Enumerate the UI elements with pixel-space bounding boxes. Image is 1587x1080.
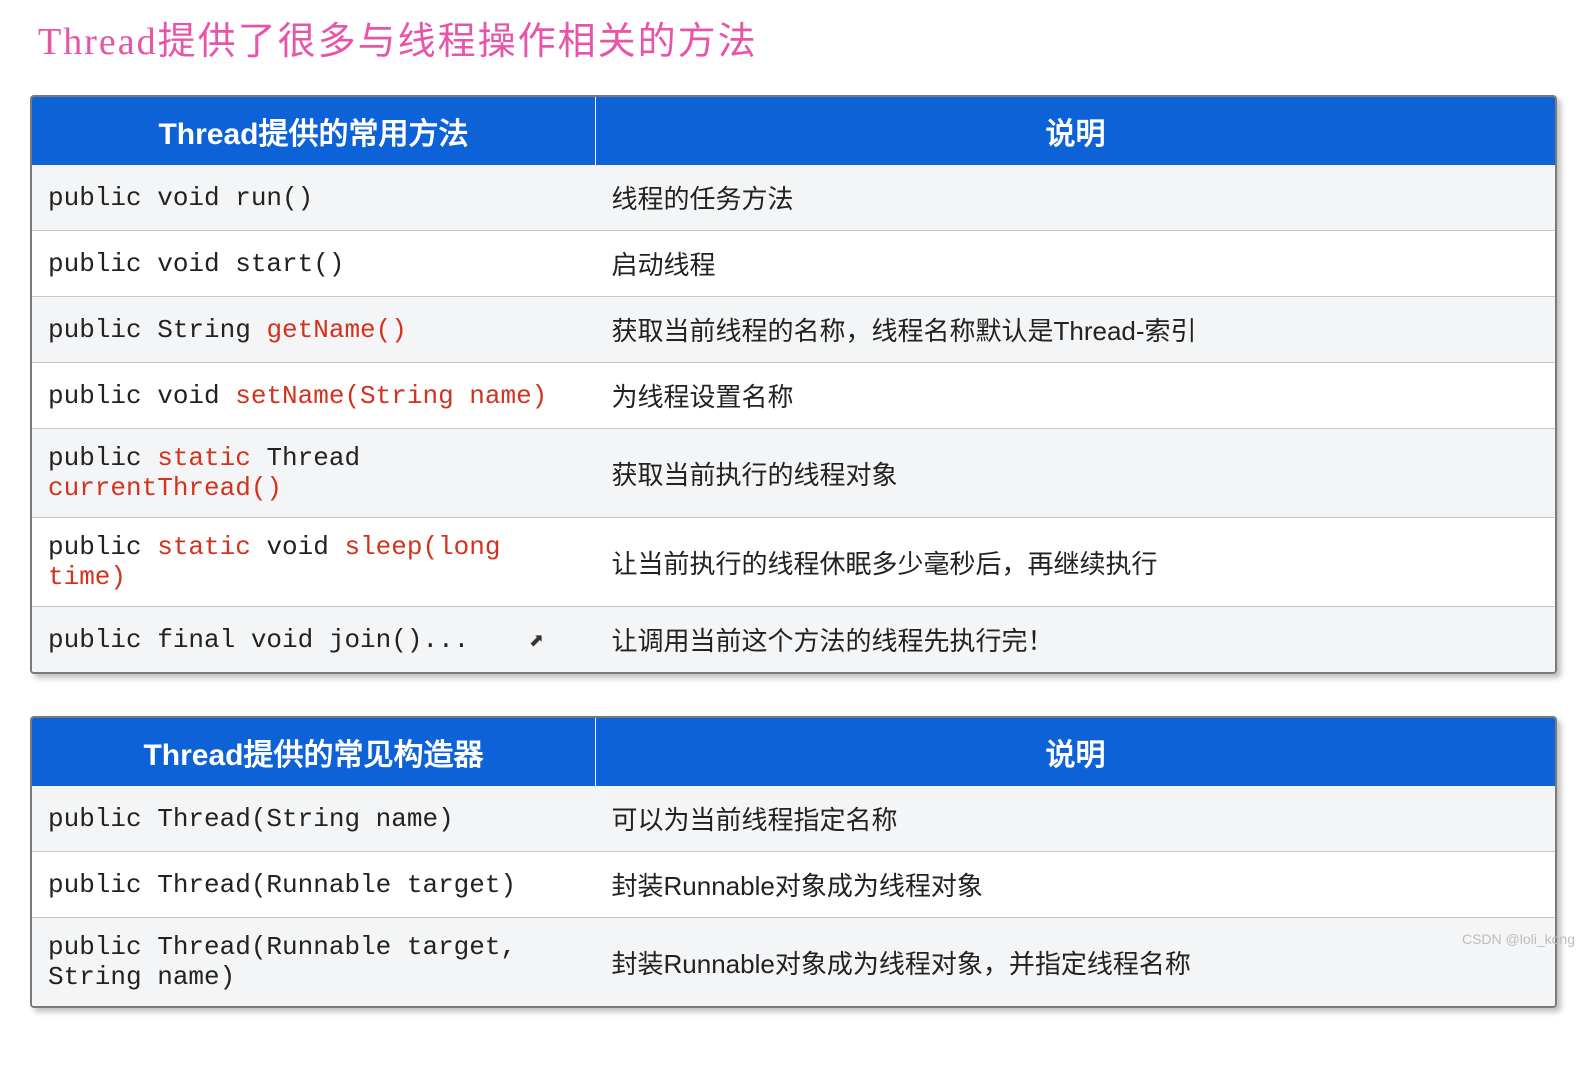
method-highlight: currentThread() [48,473,282,503]
method-text: public [48,443,157,473]
table-header-row: Thread提供的常见构造器 说明 [32,718,1555,786]
cursor-icon [529,630,545,650]
table-row: public void setName(String name)为线程设置名称 [32,363,1555,429]
method-cell: public Thread(String name) [32,786,596,852]
method-text: Thread [251,443,360,473]
table-row: public void run() 线程的任务方法 [32,165,1555,231]
method-cell: public final void join()... [32,607,596,673]
table-row: public Thread(String name) 可以为当前线程指定名称 [32,786,1555,852]
method-text: void [251,532,345,562]
method-highlight: static [157,532,251,562]
desc-cell: 让当前执行的线程休眠多少毫秒后，再继续执行 [596,518,1556,607]
method-text: public Thread(Runnable target, String na… [48,932,516,992]
table-row: public Thread(Runnable target) 封装Runnable… [32,852,1555,918]
methods-table: Thread提供的常用方法 说明 public void run() 线程的任务方… [32,97,1555,672]
method-cell: public Thread(Runnable target) [32,852,596,918]
table-row: public String getName()获取当前线程的名称，线程名称默认是… [32,297,1555,363]
desc-cell: 获取当前线程的名称，线程名称默认是Thread-索引 [596,297,1556,363]
method-text: public void run() [48,183,313,213]
header-desc: 说明 [596,97,1556,165]
method-highlight: getName() [266,315,406,345]
method-highlight: static [157,443,251,473]
table-row: public static Thread currentThread()获取当前… [32,429,1555,518]
methods-table-wrap: Thread提供的常用方法 说明 public void run() 线程的任务方… [30,95,1557,674]
method-text: public [48,532,157,562]
constructors-table-wrap: Thread提供的常见构造器 说明 public Thread(String n… [30,716,1557,1008]
method-text: public final void join()... [48,625,469,655]
table-row: public Thread(Runnable target, String na… [32,918,1555,1007]
header-method: Thread提供的常见构造器 [32,718,596,786]
method-text: public String [48,315,266,345]
page-title: Thread提供了很多与线程操作相关的方法 [38,10,1557,65]
desc-cell: 获取当前执行的线程对象 [596,429,1556,518]
method-cell: public String getName() [32,297,596,363]
table-row: public final void join()... 让调用当前这个方法的线程先… [32,607,1555,673]
method-cell: public void setName(String name) [32,363,596,429]
desc-cell: 可以为当前线程指定名称 [596,786,1556,852]
method-cell: public static void sleep(long time) [32,518,596,607]
watermark-text: CSDN @loli_kong [1462,931,1575,947]
method-text: public void start() [48,249,344,279]
method-cell: public void start() [32,231,596,297]
table-row: public static void sleep(long time)让当前执行… [32,518,1555,607]
desc-cell: 为线程设置名称 [596,363,1556,429]
header-desc: 说明 [596,718,1556,786]
desc-cell: 让调用当前这个方法的线程先执行完！ [596,607,1556,673]
table-row: public void start() 启动线程 [32,231,1555,297]
method-cell: public static Thread currentThread() [32,429,596,518]
method-text: public Thread(String name) [48,804,454,834]
header-method: Thread提供的常用方法 [32,97,596,165]
desc-cell: 启动线程 [596,231,1556,297]
method-cell: public Thread(Runnable target, String na… [32,918,596,1007]
desc-cell: 封装Runnable对象成为线程对象 [596,852,1556,918]
constructors-table: Thread提供的常见构造器 说明 public Thread(String n… [32,718,1555,1006]
method-text: public void [48,381,235,411]
method-cell: public void run() [32,165,596,231]
desc-cell: 线程的任务方法 [596,165,1556,231]
methods-table-body: public void run()线程的任务方法public void star… [32,165,1555,672]
page: Thread提供了很多与线程操作相关的方法 Thread提供的常用方法 说明 p… [0,0,1587,1080]
method-highlight: setName(String name) [235,381,547,411]
method-text: public Thread(Runnable target) [48,870,516,900]
constructors-table-body: public Thread(String name)可以为当前线程指定名称pub… [32,786,1555,1006]
desc-cell: 封装Runnable对象成为线程对象，并指定线程名称 [596,918,1556,1007]
table-header-row: Thread提供的常用方法 说明 [32,97,1555,165]
